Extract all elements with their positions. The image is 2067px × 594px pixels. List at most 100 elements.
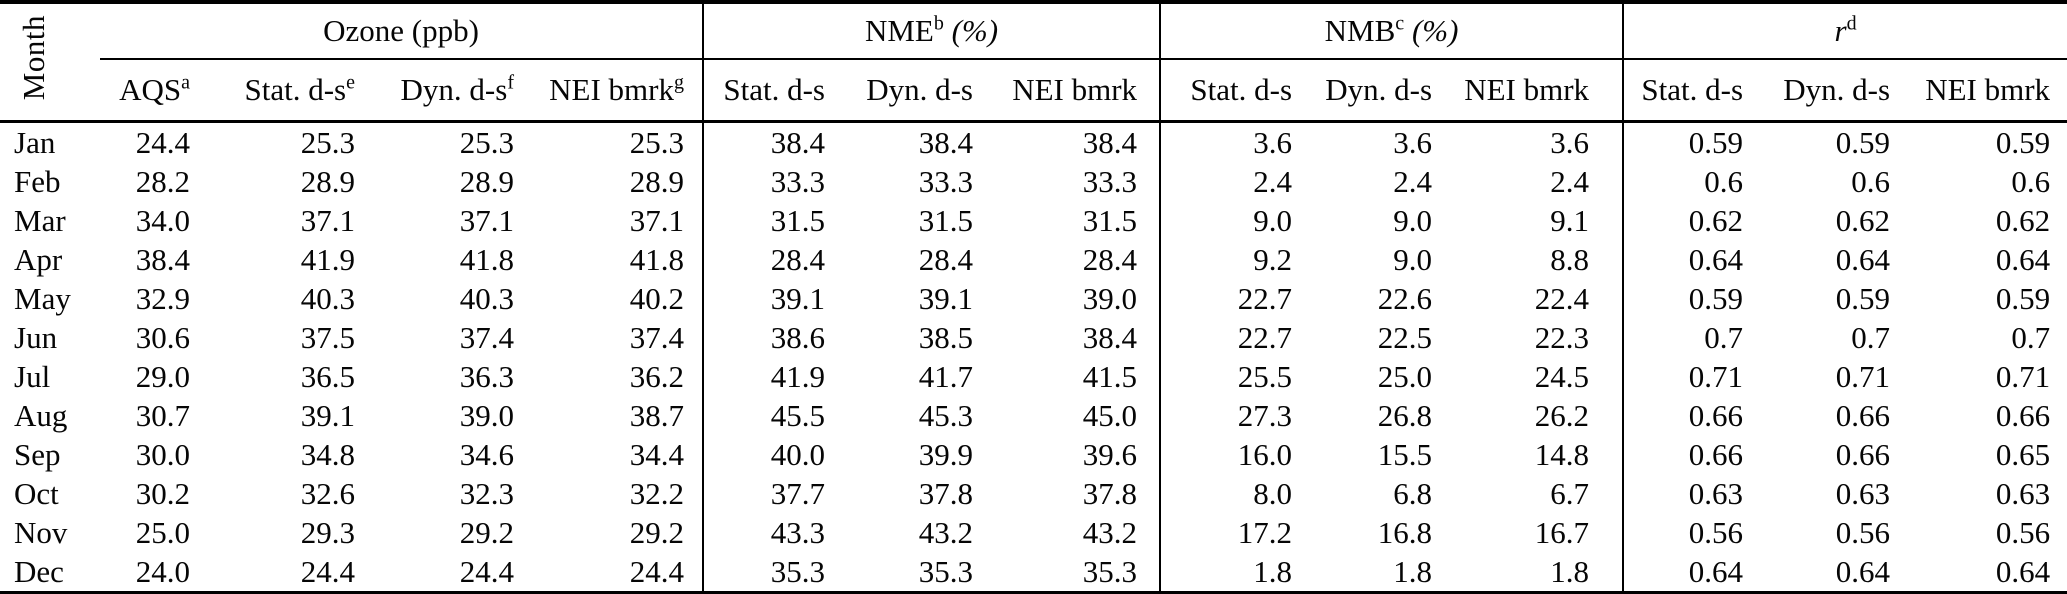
- value-cell: 0.59: [1835, 280, 1891, 316]
- value-cell: 38.4: [702, 121, 837, 162]
- group-header-row: Month Ozone (ppb) NMEb (%) NMBc (%) rd: [0, 2, 2067, 123]
- value-cell: 6.7: [1550, 475, 1590, 511]
- table-row: Jun 30.6 37.5 37.4 37.4 38.6 38.5 38.4 22.7 22.5 2…: [0, 318, 2067, 357]
- table-row: Jul 29.0 36.5 36.3 36.2 41.9 41.7 41.5 25.5 25.0 2…: [0, 357, 2067, 396]
- value-cell: 39.1: [918, 280, 973, 316]
- value-cell: 0.59: [1995, 124, 2051, 160]
- value-cell: 0.64: [1835, 241, 1891, 277]
- value-cell: 9.0: [1393, 202, 1433, 238]
- value-cell: 0.63: [1835, 475, 1891, 511]
- value-cell: 37.8: [1082, 475, 1138, 511]
- table-row: Sep 30.0 34.8 34.6 34.4 40.0 39.9 39.6 16.0 15.5 1…: [0, 435, 2067, 474]
- value-cell: 38.6: [702, 318, 837, 357]
- value-cell: 31.5: [702, 201, 837, 240]
- group-header-ozone: Ozone (ppb): [100, 2, 703, 60]
- value-cell: 38.4: [918, 124, 973, 160]
- month-rotated-label: Month: [16, 15, 51, 101]
- value-cell: 0.7: [1622, 318, 1756, 357]
- value-cell: 29.2: [459, 514, 514, 550]
- value-cell: 16.8: [1377, 514, 1433, 550]
- group-header-r: rd: [1622, 2, 2067, 60]
- table-header: Month Ozone (ppb) NMEb (%) NMBc (%) rd A…: [0, 2, 2067, 123]
- footnote-marker: e: [346, 71, 355, 94]
- value-cell: 9.0: [1159, 201, 1305, 240]
- value-cell: 0.6: [1851, 163, 1891, 199]
- footnote-marker: g: [674, 71, 684, 94]
- value-cell: 30.0: [135, 436, 190, 472]
- value-cell: 0.59: [1622, 279, 1756, 318]
- value-cell: 41.7: [918, 358, 973, 394]
- value-cell: 25.3: [459, 124, 514, 160]
- value-cell: 37.8: [918, 475, 973, 511]
- value-cell: 33.3: [1082, 163, 1138, 199]
- value-cell: 39.9: [918, 436, 973, 472]
- value-cell: 29.0: [135, 358, 190, 394]
- value-cell: 1.8: [1550, 553, 1590, 589]
- value-cell: 37.1: [300, 202, 355, 238]
- value-cell: 41.9: [702, 357, 837, 396]
- value-cell: 0.64: [1995, 241, 2051, 277]
- value-cell: 37.7: [702, 474, 837, 513]
- group-title: NMB: [1324, 13, 1396, 48]
- value-cell: 27.3: [1159, 396, 1305, 435]
- value-cell: 43.2: [918, 514, 973, 550]
- value-cell: 0.71: [1622, 357, 1756, 396]
- value-cell: 0.7: [1851, 319, 1891, 355]
- value-cell: 34.0: [135, 202, 190, 238]
- value-cell: 43.2: [1082, 514, 1138, 550]
- table-row: Apr 38.4 41.9 41.8 41.8 28.4 28.4 28.4 9.2 9.0 8.8…: [0, 240, 2067, 279]
- value-cell: 40.2: [629, 280, 684, 316]
- value-cell: 38.5: [918, 319, 973, 355]
- value-cell: 24.4: [459, 553, 514, 589]
- value-cell: 37.4: [459, 319, 514, 355]
- value-cell: 34.8: [300, 436, 355, 472]
- value-cell: 0.64: [1835, 553, 1891, 589]
- group-title-unit: (%): [1404, 13, 1459, 48]
- month-label: Dec: [14, 553, 64, 589]
- value-cell: 25.0: [135, 514, 190, 550]
- column-header-r-dyn: Dyn. d-s: [1755, 59, 1901, 123]
- column-header-r-nei: NEI bmrk: [1900, 59, 2067, 123]
- group-header-nmb: NMBc (%): [1159, 2, 1624, 60]
- value-cell: 1.8: [1393, 553, 1433, 589]
- value-cell: 30.2: [135, 475, 190, 511]
- value-cell: 15.5: [1377, 436, 1433, 472]
- group-title-unit: (%): [943, 13, 999, 48]
- value-cell: 0.66: [1835, 436, 1891, 472]
- footnote-marker: d: [1846, 12, 1857, 35]
- value-cell: 28.9: [629, 163, 684, 199]
- value-cell: 25.5: [1159, 357, 1305, 396]
- value-cell: 38.4: [1082, 319, 1138, 355]
- value-cell: 30.7: [135, 397, 190, 433]
- value-cell: 33.3: [918, 163, 973, 199]
- column-header-ozone-nei: NEI bmrkg: [524, 59, 703, 123]
- month-label: Mar: [14, 202, 66, 238]
- table-row: Dec 24.0 24.4 24.4 24.4 35.3 35.3 35.3 1.8 1.8 1.8…: [0, 552, 2067, 593]
- value-cell: 8.8: [1550, 241, 1590, 277]
- value-cell: 28.4: [918, 241, 973, 277]
- value-cell: 1.8: [1159, 552, 1305, 593]
- column-header-nme-dyn: Dyn. d-s: [837, 59, 985, 123]
- value-cell: 0.59: [1622, 121, 1756, 162]
- column-header-nme-nei: NEI bmrk: [985, 59, 1161, 123]
- value-cell: 39.0: [459, 397, 514, 433]
- value-cell: 40.0: [702, 435, 837, 474]
- table-body: Jan 24.4 25.3 25.3 25.3 38.4 38.4 38.4 3.6 3.6 3.6…: [0, 121, 2067, 593]
- value-cell: 34.4: [629, 436, 684, 472]
- subheader-row: AQSa Stat. d-se Dyn. d-sf NEI bmrkg Stat…: [0, 59, 2067, 123]
- value-cell: 0.65: [1995, 436, 2051, 472]
- value-cell: 28.2: [135, 163, 190, 199]
- value-cell: 0.66: [1835, 397, 1891, 433]
- column-header-r-stat: Stat. d-s: [1622, 59, 1756, 123]
- value-cell: 39.6: [1082, 436, 1138, 472]
- value-cell: 41.9: [300, 241, 355, 277]
- table-row: Oct 30.2 32.6 32.3 32.2 37.7 37.8 37.8 8.0 6.8 6.7…: [0, 474, 2067, 513]
- value-cell: 40.3: [459, 280, 514, 316]
- value-cell: 0.71: [1995, 358, 2051, 394]
- value-cell: 2.4: [1159, 162, 1305, 201]
- value-cell: 16.0: [1159, 435, 1305, 474]
- value-cell: 28.4: [702, 240, 837, 279]
- value-cell: 24.0: [135, 553, 190, 589]
- value-cell: 0.66: [1622, 435, 1756, 474]
- value-cell: 0.66: [1995, 397, 2051, 433]
